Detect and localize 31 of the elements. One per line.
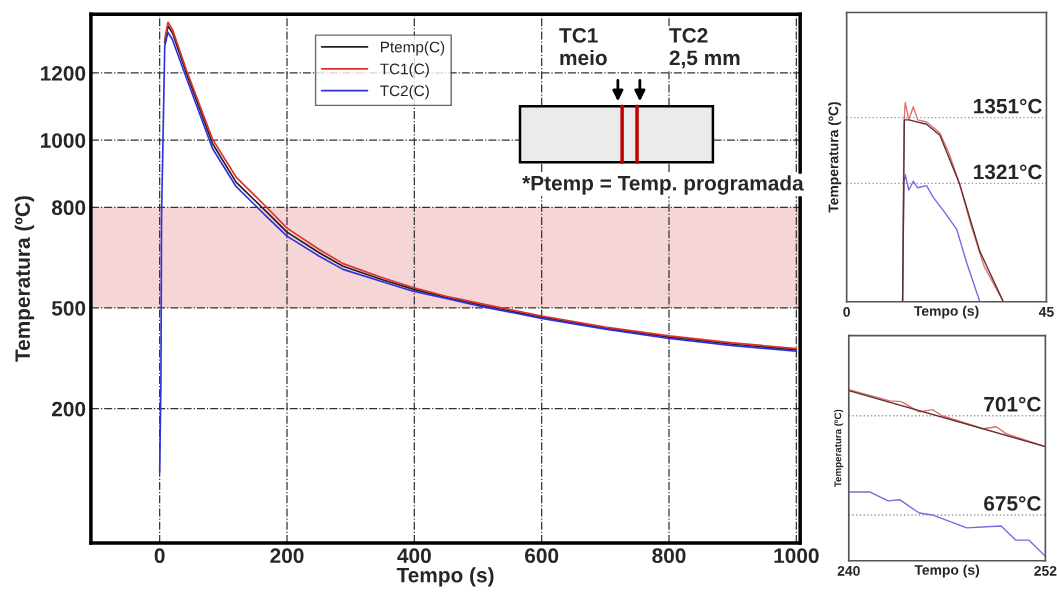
y-axis-title: Temperatura (ºC) — [834, 409, 844, 488]
x-axis-title: Tempo (s) — [396, 567, 494, 587]
y-tick-label: 500 — [51, 300, 86, 316]
ref-line-label: 675°C — [984, 496, 1041, 511]
ref-line-label: 1351°C — [974, 98, 1042, 114]
y-tick-label: 1000 — [41, 133, 86, 148]
y-axis-title: Temperatura (ºC) — [828, 102, 842, 213]
x-tick-label: 45 — [1038, 307, 1054, 317]
x-tick-label: 800 — [652, 548, 686, 564]
x-tick-label: 0 — [154, 548, 165, 564]
y-tick-label: 1200 — [41, 66, 86, 81]
legend-label: TC1(C) — [380, 63, 429, 78]
x-tick-label: 240 — [837, 565, 860, 576]
ref-line-label: 1321°C — [974, 164, 1042, 180]
annotation: TC1 meio — [559, 28, 607, 66]
x-tick-label: 400 — [397, 548, 431, 564]
x-axis-title: Tempo (s) — [914, 305, 979, 319]
y-axis-title: Temperatura (ºC) — [14, 196, 35, 362]
x-tick-label: 0 — [843, 306, 850, 317]
x-tick-label: 600 — [525, 548, 559, 564]
legend-label: TC2(C) — [380, 84, 429, 100]
x-tick-label: 1000 — [774, 548, 819, 564]
annotation: TC2 2,5 mm — [669, 28, 740, 69]
legend-label: Ptemp(C) — [380, 41, 445, 56]
x-axis-title: Tempo (s) — [914, 564, 980, 578]
x-tick-label: 200 — [270, 548, 304, 564]
x-tick-label: 252 — [1034, 565, 1057, 576]
annotation: *Ptemp = Temp. programada — [522, 175, 804, 195]
y-tick-label: 200 — [52, 401, 86, 417]
y-tick-label: 800 — [51, 200, 86, 216]
ref-line-label: 701°C — [984, 396, 1041, 412]
